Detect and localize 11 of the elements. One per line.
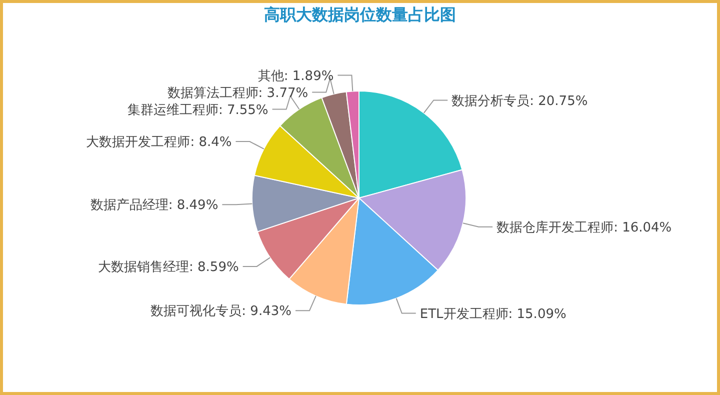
slice-label: ETL开发工程师: 15.09% — [420, 306, 566, 322]
slice-label: 数据算法工程师: 3.77% — [167, 86, 308, 101]
chart-title: 高职大数据岗位数量占比图 — [264, 5, 456, 24]
slice-label: 数据分析专员: 20.75% — [452, 94, 588, 109]
slice-label: 数据产品经理: 8.49% — [90, 198, 218, 214]
slice-label: 大数据开发工程师: 8.4% — [86, 135, 232, 150]
slice-label: 其他: 1.89% — [258, 68, 334, 84]
slice-label: 集群运维工程师: 7.55% — [127, 102, 268, 118]
slice-label: 数据可视化专员: 9.43% — [150, 304, 292, 320]
slice-label: 大数据销售经理: 8.59% — [98, 260, 239, 276]
slice-label: 数据仓库开发工程师: 16.04% — [496, 220, 672, 236]
